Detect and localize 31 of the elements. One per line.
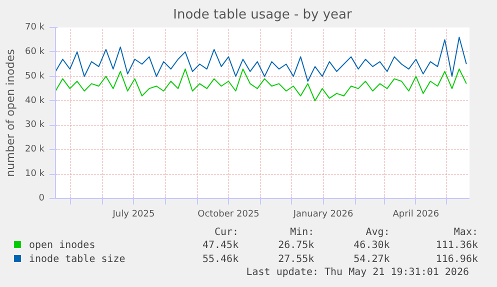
chart-title: Inode table usage - by year [173, 8, 353, 22]
y-tick-label: 70 k [24, 22, 46, 32]
text: Max: [452, 227, 478, 239]
text: 46.30k [352, 239, 390, 253]
x-tick-label: October 2025 [198, 210, 260, 220]
line-series [56, 36, 467, 82]
legend-label: inode table size [28, 253, 126, 267]
y-axis-title: number of open inodes [4, 48, 17, 177]
x-tick-label: January 2026 [292, 210, 354, 220]
text: Last update: Thu May 21 19:31:01 2026 [245, 267, 470, 279]
text: 54.27k [352, 253, 390, 267]
text: Cur: [214, 227, 239, 239]
y-tick-label: 20 k [24, 144, 46, 155]
y-tick-label: 10 k [24, 169, 46, 180]
y-tick-label: 40 k [24, 96, 46, 106]
line-series [56, 68, 467, 102]
y-tick-label: 50 k [24, 71, 46, 82]
text: Avg: [364, 227, 390, 239]
text: 55.46k [201, 253, 239, 267]
text: 116.96k [434, 253, 478, 267]
y-tick-label: 0 [38, 194, 45, 204]
x-tick-label: April 2026 [392, 210, 440, 220]
legend-label: open inodes [28, 239, 96, 253]
text: 47.45k [201, 239, 239, 253]
y-tick-label: 60 k [24, 46, 46, 57]
text: 111.36k [434, 239, 478, 253]
text: 27.55k [277, 253, 314, 267]
text: Min: [289, 227, 314, 239]
x-tick-label: July 2025 [112, 210, 155, 220]
text: 26.75k [277, 239, 314, 253]
y-tick-label: 30 k [24, 120, 46, 130]
